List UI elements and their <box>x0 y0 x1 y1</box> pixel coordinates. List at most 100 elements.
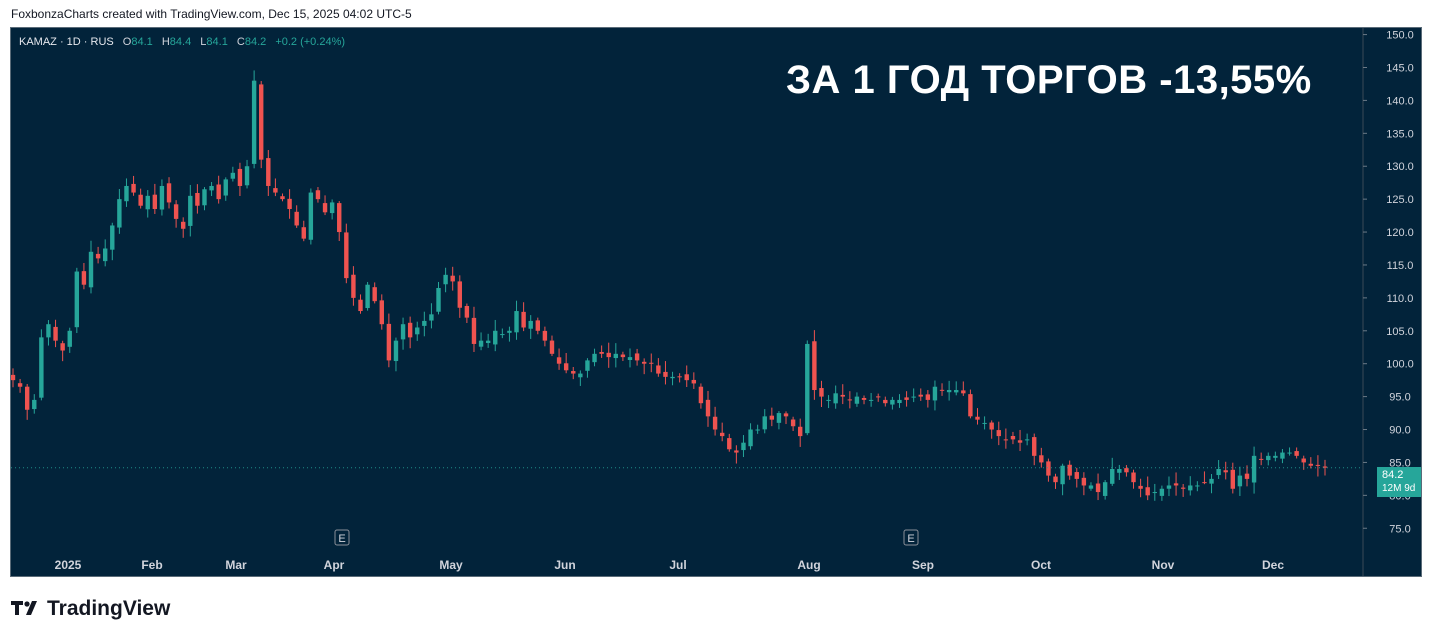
candle-body <box>216 184 221 200</box>
candle-body <box>762 416 767 430</box>
high-label: H <box>161 36 170 48</box>
candle-body <box>159 185 165 210</box>
candle-body <box>563 363 569 371</box>
price-tick-label: 150.0 <box>1386 30 1414 42</box>
candle-body <box>805 343 810 434</box>
price-tick-label: 130.0 <box>1386 161 1414 173</box>
candle-body <box>60 343 65 351</box>
candle-body <box>1230 469 1236 489</box>
candle-body <box>1060 465 1065 485</box>
candle-body <box>833 393 838 404</box>
price-tick-label: 120.0 <box>1386 227 1414 239</box>
candle-body <box>1102 482 1108 496</box>
candle-body <box>1237 475 1243 487</box>
time-tick-label: Aug <box>797 558 820 572</box>
candle-body <box>344 232 349 279</box>
low-value: 84.1 <box>206 36 228 48</box>
candle-body <box>719 432 725 437</box>
candle-body <box>946 390 952 393</box>
candle-body <box>507 330 512 333</box>
earnings-marker-label: E <box>338 533 345 545</box>
close-value: 84.2 <box>244 36 267 48</box>
candle-body <box>1266 455 1271 461</box>
candle-body <box>606 352 611 358</box>
candle-body <box>32 399 37 410</box>
candle-body <box>138 194 143 206</box>
last-price-countdown: 12M 9d <box>1382 483 1416 494</box>
tradingview-logo[interactable]: TradingView <box>11 597 170 621</box>
candle-body <box>500 334 505 336</box>
time-tick-label: Apr <box>324 558 345 572</box>
candle-body <box>961 390 966 394</box>
time-tick-label: Jun <box>554 558 575 572</box>
candle-body <box>485 340 491 344</box>
candle-body <box>996 430 1001 437</box>
candle-body <box>1010 435 1016 440</box>
candle-body <box>1223 470 1228 473</box>
candle-body <box>337 203 342 233</box>
candle-body <box>1251 455 1257 483</box>
candle-body <box>166 183 172 203</box>
candle-body <box>727 438 732 450</box>
candle-body <box>521 311 526 328</box>
candle-body <box>110 225 115 250</box>
candle-body <box>1088 485 1094 489</box>
headline-annotation: ЗА 1 ГОД ТОРГОВ -13,55% <box>786 58 1312 102</box>
candle-body <box>301 227 306 239</box>
earnings-marker-label: E <box>907 533 914 545</box>
candle-body <box>1308 463 1314 466</box>
candle-body <box>322 203 328 213</box>
candle-body <box>939 389 945 391</box>
candle-body <box>1195 485 1200 487</box>
candlestick-chart[interactable]: 150.0 145.0 140.0 135.0 130.0 125.0 120.0 115.0… <box>11 28 1422 577</box>
price-tick-label: 90.0 <box>1389 425 1410 437</box>
candle-body <box>88 251 94 288</box>
price-tick-label: 115.0 <box>1387 260 1414 272</box>
close-label: C <box>236 36 245 48</box>
candle-body <box>53 326 58 341</box>
chart-panel[interactable]: 150.0 145.0 140.0 135.0 130.0 125.0 120.0 115.0… <box>10 27 1422 577</box>
time-tick-label: Dec <box>1262 558 1284 572</box>
candle-body <box>429 314 434 321</box>
candle-body <box>478 340 484 347</box>
open-value: 84.1 <box>131 36 153 48</box>
candle-body <box>1053 476 1058 483</box>
candle-body <box>734 450 739 453</box>
candle-body <box>188 195 193 226</box>
candle-body <box>1173 483 1179 486</box>
price-tick-label: 145.0 <box>1386 62 1414 74</box>
time-tick-label: Mar <box>225 558 247 572</box>
time-tick-label: May <box>439 558 463 572</box>
candle-body <box>195 193 200 206</box>
price-tick-label: 125.0 <box>1386 194 1414 206</box>
candle-body <box>117 199 122 228</box>
candle-body <box>769 415 775 420</box>
candle-body <box>365 284 370 309</box>
candle-body <box>840 394 845 397</box>
candle-body <box>698 386 704 404</box>
candle-body <box>634 353 640 361</box>
candle-body <box>890 399 895 405</box>
candle-body <box>102 248 108 262</box>
candle-body <box>1039 455 1044 463</box>
candle-body <box>1152 492 1157 494</box>
candle-body <box>1322 466 1328 468</box>
candle-body <box>691 379 697 384</box>
candle-body <box>436 288 441 312</box>
candle-body <box>386 323 392 361</box>
candle-body <box>656 365 661 374</box>
tradingview-wordmark: TradingView <box>47 597 171 620</box>
candle-body <box>1017 440 1023 443</box>
price-tick-label: 105.0 <box>1386 326 1414 338</box>
candle-body <box>315 190 321 200</box>
candle-body <box>620 354 626 358</box>
candle-body <box>783 413 789 417</box>
candle-body <box>1003 439 1009 441</box>
candle-body <box>358 299 363 312</box>
candle-body <box>393 340 399 362</box>
candle-body <box>39 337 44 398</box>
last-price-tag: 84.2 12M 9d <box>1377 467 1421 497</box>
earnings-marker <box>903 529 919 546</box>
candle-body <box>259 84 264 160</box>
candle-body <box>266 158 271 186</box>
